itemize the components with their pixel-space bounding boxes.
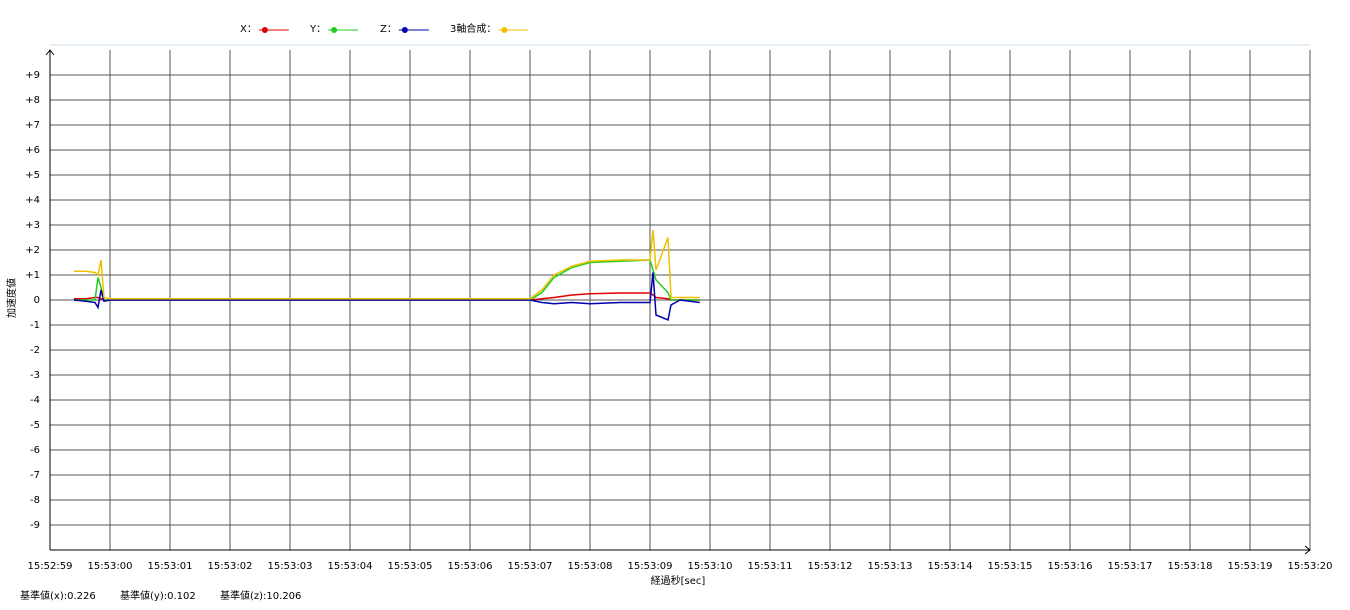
y-tick-label: +2 (25, 245, 40, 256)
series-line (74, 229, 700, 300)
x-tick-label: 15:53:09 (628, 561, 673, 572)
footer-text: 基準値(z):10.206 (220, 589, 301, 602)
y-tick-label: +6 (25, 145, 40, 156)
y-tick-label: +5 (25, 170, 40, 181)
y-tick-label: +1 (25, 270, 40, 281)
legend-marker (261, 27, 268, 33)
y-tick-label: -7 (30, 470, 40, 481)
x-tick-label: 15:53:17 (1108, 561, 1153, 572)
x-axis-title: 経過秒[sec] (651, 574, 706, 587)
y-tick-label: +7 (25, 120, 40, 131)
y-tick-label: -6 (30, 445, 40, 456)
footer-text: 基準値(x):0.226 (20, 589, 96, 602)
x-tick-label: 15:53:15 (988, 561, 1033, 572)
x-tick-label: 15:53:12 (808, 561, 853, 572)
x-tick-label: 15:53:20 (1288, 561, 1333, 572)
x-tick-label: 15:53:00 (88, 561, 133, 572)
y-tick-label: -9 (30, 520, 40, 531)
x-tick-label: 15:53:16 (1048, 561, 1093, 572)
legend-marker (401, 27, 408, 33)
legend-label: 3軸合成： (450, 22, 496, 35)
y-tick-label: +3 (25, 220, 40, 231)
x-tick-label: 15:52:59 (28, 561, 73, 572)
legend-label: Y： (309, 24, 326, 35)
x-tick-label: 15:53:05 (388, 561, 433, 572)
x-tick-label: 15:53:19 (1228, 561, 1273, 572)
y-tick-label: -5 (30, 420, 40, 431)
axis-arrow (45, 49, 55, 56)
x-tick-label: 15:53:07 (508, 561, 553, 572)
y-tick-label: -1 (30, 320, 40, 331)
x-tick-label: 15:53:04 (328, 561, 373, 572)
legend-marker (501, 27, 508, 33)
x-tick-label: 15:53:01 (148, 561, 193, 572)
legend-marker (331, 27, 338, 33)
x-tick-label: 15:53:13 (868, 561, 913, 572)
x-tick-label: 15:53:18 (1168, 561, 1213, 572)
axis-arrow (1304, 545, 1311, 555)
x-tick-label: 15:53:10 (688, 561, 733, 572)
y-tick-label: +9 (25, 70, 40, 81)
series-line (73, 272, 700, 322)
y-tick-label: -8 (30, 495, 40, 506)
legend-label: Z： (380, 24, 397, 35)
x-tick-label: 15:53:08 (568, 561, 613, 572)
x-tick-label: 15:53:06 (448, 561, 493, 572)
x-tick-label: 15:53:03 (268, 561, 313, 572)
legend-label: X： (240, 24, 257, 35)
y-tick-label: -3 (30, 370, 40, 381)
y-tick-label: -2 (30, 345, 40, 356)
y-tick-label: 0 (34, 295, 40, 306)
y-tick-label: +4 (25, 195, 40, 206)
footer-text: 基準値(y):0.102 (120, 589, 196, 602)
y-tick-label: +8 (25, 95, 40, 106)
y-axis-title: 加速度値 (5, 278, 18, 318)
y-tick-label: -4 (30, 395, 40, 406)
x-tick-label: 15:53:02 (208, 561, 253, 572)
x-tick-label: 15:53:14 (928, 561, 973, 572)
x-tick-label: 15:53:11 (748, 561, 793, 572)
